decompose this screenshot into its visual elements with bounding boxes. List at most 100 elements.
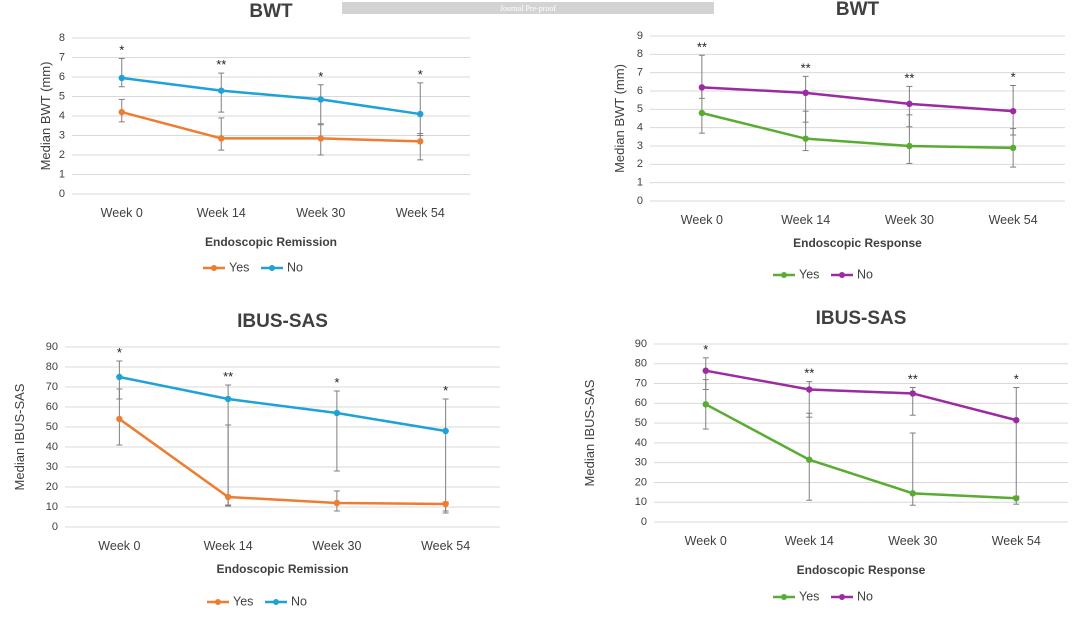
data-point	[698, 84, 706, 91]
x-tick-label: Week 30	[296, 206, 345, 220]
y-tick-label: 80	[46, 361, 58, 373]
y-tick-label: 60	[46, 401, 58, 413]
data-point	[906, 100, 913, 108]
x-axis-label: Endoscopic Remission	[216, 562, 348, 576]
x-tick-label: Week 14	[781, 213, 830, 227]
data-point	[806, 386, 813, 393]
y-axis-label: Median BWT (mm)	[38, 62, 53, 171]
y-tick-label: 80	[635, 358, 647, 370]
legend-marker	[273, 599, 279, 605]
y-tick-label: 40	[635, 437, 647, 449]
series-line-yes	[701, 111, 1014, 150]
significance-marker: *	[119, 42, 124, 57]
data-point	[442, 500, 449, 508]
y-tick-label: 0	[59, 188, 65, 200]
data-point	[802, 135, 809, 142]
y-tick-label: 70	[46, 381, 58, 393]
chart-4: 0 10 20 30 40 50 60 70 80 90 IBUS-SAS Endoscopic Re…	[582, 308, 1068, 603]
series-line-yes	[118, 417, 446, 506]
x-tick-label: Week 0	[98, 539, 140, 553]
y-tick-label: 3	[637, 140, 643, 152]
data-point	[1009, 144, 1017, 152]
legend-label: No	[287, 260, 303, 274]
significance-marker: *	[1011, 70, 1016, 85]
chart-2: 0 1 2 3 4 5 6 7 8 9 BWT Endoscopic Response Median B…	[612, 0, 1065, 281]
data-point	[802, 89, 809, 97]
legend-marker	[839, 594, 845, 600]
x-tick-label: Week 0	[101, 206, 143, 220]
significance-marker: **	[904, 70, 914, 85]
series-line-yes	[121, 110, 421, 143]
y-tick-label: 40	[46, 441, 58, 453]
y-tick-label: 50	[635, 417, 647, 429]
data-point	[218, 135, 225, 142]
chart-title: BWT	[836, 0, 880, 20]
y-tick-label: 5	[59, 90, 65, 102]
x-tick-label: Week 0	[681, 213, 723, 227]
chart-title: IBUS-SAS	[816, 308, 907, 329]
y-tick-label: 6	[637, 85, 643, 97]
x-axis-label: Endoscopic Remission	[205, 235, 337, 249]
y-tick-label: 50	[46, 421, 58, 433]
preproof-banner	[342, 2, 714, 14]
y-tick-label: 10	[46, 501, 58, 513]
legend-label: Yes	[233, 594, 253, 608]
y-tick-label: 30	[46, 461, 58, 473]
y-tick-label: 2	[637, 158, 643, 170]
y-axis-label: Median BWT (mm)	[612, 64, 627, 173]
y-axis-label: Median IBUS-SAS	[582, 379, 597, 486]
legend-marker	[781, 272, 787, 278]
x-tick-label: Week 0	[685, 534, 727, 548]
y-tick-label: 60	[635, 397, 647, 409]
data-point	[333, 499, 341, 507]
data-point	[317, 135, 324, 142]
y-tick-label: 0	[637, 195, 643, 207]
x-tick-label: Week 30	[885, 213, 934, 227]
y-tick-label: 1	[59, 168, 65, 180]
legend-label: Yes	[799, 589, 819, 603]
data-point	[806, 456, 813, 463]
y-tick-label: 10	[635, 496, 647, 508]
y-tick-label: 7	[637, 67, 643, 79]
data-point	[1013, 495, 1020, 502]
data-point	[118, 74, 125, 82]
x-axis-label: Endoscopic Response	[793, 236, 922, 250]
y-tick-label: 3	[59, 129, 65, 141]
y-tick-label: 70	[635, 377, 647, 389]
data-point	[906, 142, 913, 150]
legend-label: Yes	[229, 260, 249, 274]
data-point	[116, 415, 123, 423]
data-point	[702, 401, 709, 408]
series-line-no	[121, 76, 421, 116]
data-point	[118, 108, 125, 116]
x-tick-label: Week 54	[992, 534, 1041, 548]
legend-marker	[215, 599, 221, 605]
preproof-banner-text: Journal Pre-proof	[500, 4, 557, 13]
chart-title: IBUS-SAS	[237, 311, 328, 332]
data-point	[116, 373, 123, 381]
data-point	[317, 96, 324, 103]
x-tick-label: Week 30	[888, 534, 937, 548]
x-tick-label: Week 54	[421, 539, 470, 553]
legend-marker	[781, 594, 787, 600]
y-tick-label: 4	[59, 110, 65, 122]
significance-marker: *	[334, 375, 339, 390]
y-tick-label: 8	[59, 32, 65, 44]
significance-marker: *	[1014, 372, 1019, 387]
significance-marker: *	[418, 67, 423, 82]
y-tick-label: 9	[637, 30, 643, 42]
y-tick-label: 1	[637, 177, 643, 189]
significance-marker: **	[697, 39, 707, 54]
y-tick-label: 30	[635, 457, 647, 469]
significance-marker: *	[117, 345, 122, 360]
y-tick-label: 7	[59, 51, 65, 63]
data-point	[442, 427, 449, 435]
series-line-yes	[705, 403, 1017, 500]
chart-3: 0 10 20 30 40 50 60 70 80 90 IBUS-SAS Endoscopic Re…	[12, 311, 500, 608]
series-line-no	[705, 369, 1017, 422]
data-point	[909, 390, 916, 397]
y-tick-label: 2	[59, 149, 65, 161]
charts-group: 0 1 2 3 4 5 6 7 8 BWT Endoscopic Remission Median B…	[12, 0, 1068, 608]
significance-marker: **	[223, 369, 233, 384]
legend-label: No	[857, 589, 873, 603]
